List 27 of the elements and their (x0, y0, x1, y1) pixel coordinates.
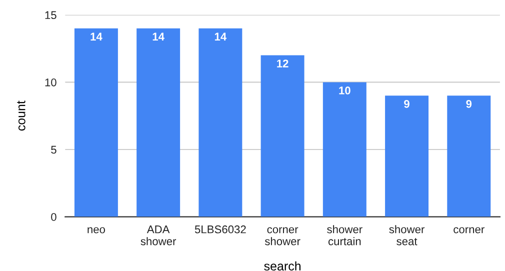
data-label: 9 (404, 100, 410, 108)
data-label: 14 (90, 32, 102, 40)
bar (136, 28, 180, 217)
bar (198, 28, 242, 217)
bar (260, 55, 304, 217)
x-tick-label: ADA shower (140, 226, 176, 246)
x-tick-label: neo (88, 227, 106, 234)
bar (322, 82, 366, 217)
bar (74, 28, 118, 217)
x-tick-label: corner shower (264, 227, 300, 246)
data-label: 14 (152, 32, 164, 40)
y-tick-label: 10 (45, 78, 56, 86)
data-label: 14 (214, 32, 227, 40)
x-tick-label: corner (454, 227, 484, 234)
x-tick-label: 5LBS6032 (194, 225, 246, 234)
bar (447, 96, 491, 217)
data-label: 12 (277, 60, 288, 68)
y-tick-label: 15 (45, 11, 56, 20)
x-axis-title: search (264, 261, 300, 271)
data-label: 10 (339, 86, 350, 94)
data-label: 9 (466, 100, 472, 108)
y-tick-label: 5 (51, 146, 56, 154)
y-tick-label: 0 (51, 213, 56, 221)
x-tick-label: shower curtain (327, 225, 362, 246)
bar (385, 96, 429, 217)
x-tick-label: shower seat (389, 225, 425, 246)
y-axis-title: count (17, 100, 26, 131)
